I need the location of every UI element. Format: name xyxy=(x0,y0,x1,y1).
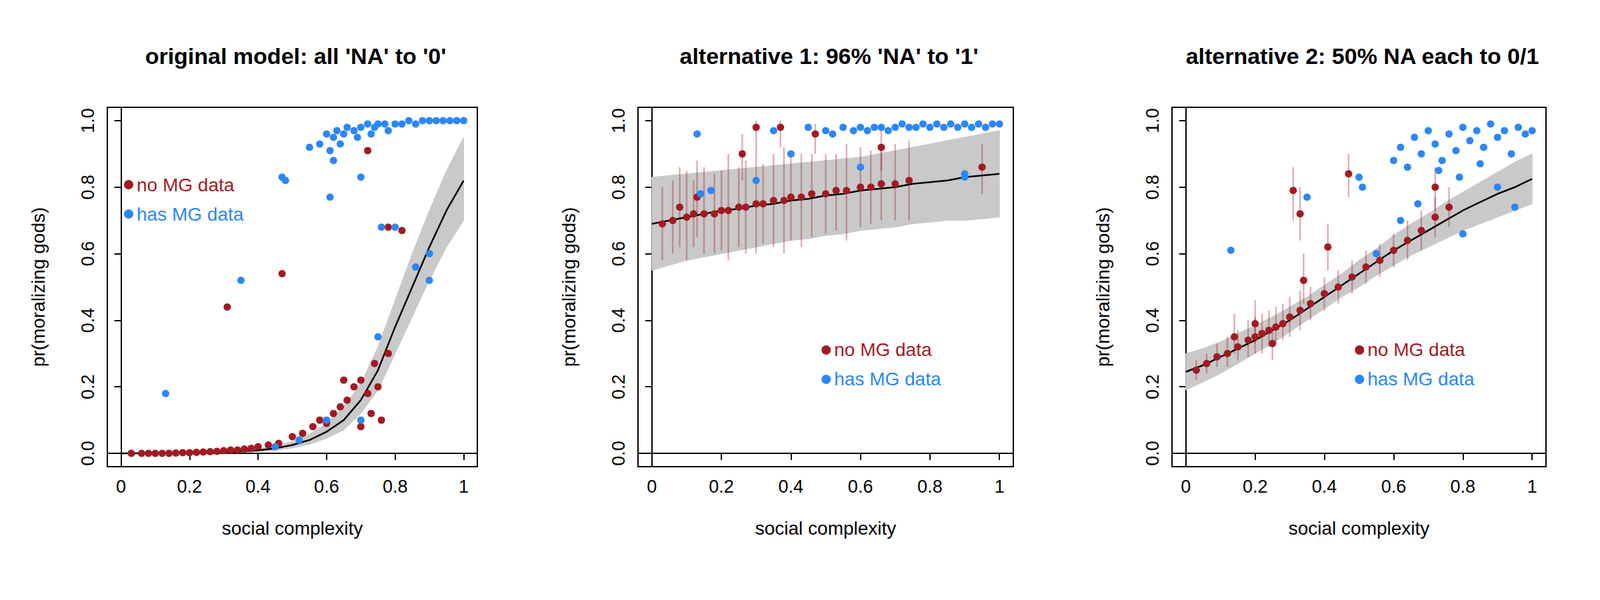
svg-text:social complexity: social complexity xyxy=(222,518,364,539)
svg-text:1.0: 1.0 xyxy=(1142,108,1163,134)
svg-text:0.4: 0.4 xyxy=(245,476,271,497)
svg-text:0.6: 0.6 xyxy=(78,241,98,267)
svg-text:0.2: 0.2 xyxy=(177,476,203,497)
svg-text:0.0: 0.0 xyxy=(1142,440,1163,466)
svg-text:has MG data: has MG data xyxy=(834,368,942,390)
svg-text:0.8: 0.8 xyxy=(917,476,943,497)
svg-text:alternative 2: 50% NA each to: alternative 2: 50% NA each to 0/1 xyxy=(1186,43,1540,69)
svg-text:1: 1 xyxy=(1527,476,1538,497)
svg-text:social complexity: social complexity xyxy=(755,518,897,539)
svg-text:1: 1 xyxy=(458,476,469,497)
svg-text:0.6: 0.6 xyxy=(1142,241,1163,267)
svg-text:no MG data: no MG data xyxy=(834,339,932,360)
svg-text:0: 0 xyxy=(116,476,126,497)
svg-text:social complexity: social complexity xyxy=(1288,518,1430,539)
svg-text:no MG data: no MG data xyxy=(136,174,235,196)
svg-text:0.6: 0.6 xyxy=(608,241,629,267)
svg-text:0.2: 0.2 xyxy=(1142,374,1163,400)
svg-text:original model: all 'NA' to '0: original model: all 'NA' to '0' xyxy=(145,43,447,69)
svg-text:0.4: 0.4 xyxy=(78,308,98,334)
svg-text:pr(moralizing gods): pr(moralizing gods) xyxy=(1092,207,1114,368)
svg-text:1.0: 1.0 xyxy=(78,108,98,134)
svg-text:0.2: 0.2 xyxy=(708,476,734,497)
svg-text:0.6: 0.6 xyxy=(848,476,874,497)
svg-text:0: 0 xyxy=(1180,476,1191,497)
svg-text:no MG data: no MG data xyxy=(1367,339,1466,360)
svg-text:1: 1 xyxy=(994,476,1005,497)
svg-text:0.4: 0.4 xyxy=(778,476,804,497)
svg-text:pr(moralizing gods): pr(moralizing gods) xyxy=(28,207,49,368)
svg-text:has MG data: has MG data xyxy=(1367,368,1475,390)
svg-text:0.4: 0.4 xyxy=(608,308,629,334)
svg-text:0.8: 0.8 xyxy=(1142,174,1163,200)
svg-text:1.0: 1.0 xyxy=(608,108,629,134)
svg-text:0.2: 0.2 xyxy=(608,374,629,400)
svg-text:0.6: 0.6 xyxy=(1381,476,1407,497)
svg-text:0.6: 0.6 xyxy=(314,476,340,497)
svg-text:0.8: 0.8 xyxy=(608,174,629,200)
svg-text:0.8: 0.8 xyxy=(1450,476,1476,497)
svg-text:has MG data: has MG data xyxy=(136,204,244,225)
svg-text:0.8: 0.8 xyxy=(382,476,408,497)
svg-text:alternative 1: 96% 'NA' to '1': alternative 1: 96% 'NA' to '1' xyxy=(679,43,978,69)
svg-text:pr(moralizing gods): pr(moralizing gods) xyxy=(558,207,580,368)
svg-text:0.8: 0.8 xyxy=(78,174,98,200)
svg-text:0.2: 0.2 xyxy=(78,374,98,400)
svg-text:0.0: 0.0 xyxy=(608,440,629,466)
svg-text:0.4: 0.4 xyxy=(1312,476,1338,497)
svg-text:0.0: 0.0 xyxy=(78,440,98,466)
svg-text:0: 0 xyxy=(646,476,657,497)
svg-text:0.2: 0.2 xyxy=(1242,476,1268,497)
svg-text:0.4: 0.4 xyxy=(1142,308,1163,334)
